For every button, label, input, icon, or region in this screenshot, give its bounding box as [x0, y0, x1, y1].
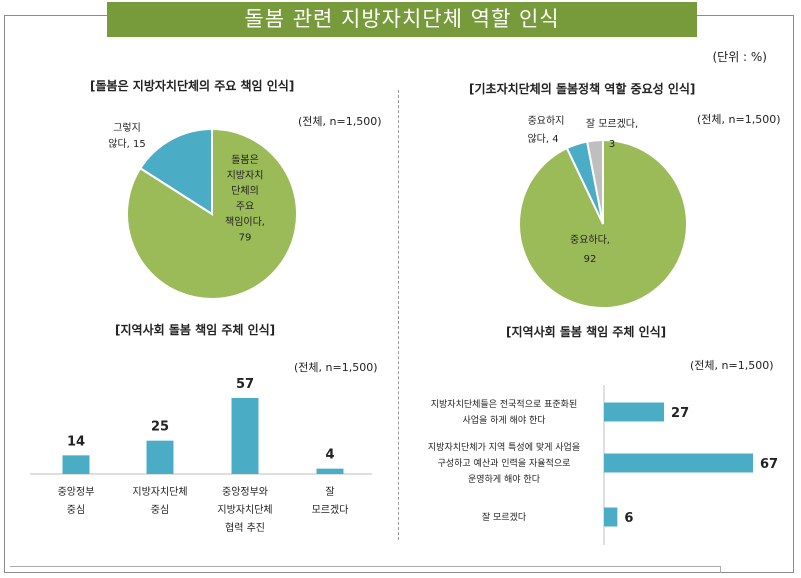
- unit-label: (단위 : %): [712, 50, 767, 64]
- pie1-label-line: 돌봄은: [231, 154, 259, 166]
- vbar-bar-3: [316, 468, 344, 474]
- pie1-label-line: 책임이다,: [225, 215, 265, 228]
- vbar-value-label: 57: [236, 377, 254, 392]
- page-title: 돌봄 관련 지방자치단체 역할 인식: [107, 2, 697, 37]
- pie2-note: (전체, n=1,500): [697, 113, 781, 126]
- vbar-category-label: 지방자치단체: [217, 504, 272, 516]
- vbar-note: (전체, n=1,500): [294, 361, 378, 374]
- hbar-bar-0: [604, 402, 665, 422]
- vbar-value-label: 4: [325, 448, 334, 463]
- vbar-category-label: 협력 추진: [225, 521, 265, 534]
- hbar-value-label: 27: [671, 406, 689, 421]
- pie2-outer-label-line: 중요하지: [528, 114, 565, 127]
- hbar-value-label: 67: [760, 457, 778, 472]
- pie1-outer-label-line: 그렇지: [113, 121, 141, 134]
- hbar-category-label: 잘 모르겠다: [482, 511, 527, 523]
- hbar-value-label: 6: [624, 511, 633, 526]
- vbar-category-label: 중심: [67, 504, 85, 516]
- pie2-outer-value: 3: [609, 139, 615, 150]
- pie2-slice-2: [585, 138, 604, 225]
- column-divider: [398, 90, 399, 540]
- pie1-note: (전체, n=1,500): [298, 115, 382, 128]
- figure-frame: [4, 15, 794, 573]
- vbar-bar-2: [231, 398, 259, 474]
- bottom-edge: [10, 566, 721, 573]
- pie2-label-line: 중요하다,: [570, 233, 610, 246]
- hbar-category-label: 지방자치단체가 지역 특성에 맞게 사업을: [428, 441, 580, 453]
- vbar-bar-0: [62, 455, 90, 474]
- vbar-category-label: 중앙정부와: [222, 486, 268, 498]
- hbar-category-label: 사업을 하게 해야 한다: [462, 415, 546, 426]
- pie1-outer-label-line: 않다, 15: [108, 138, 145, 150]
- pie1-label-line: 지방자치: [227, 170, 264, 182]
- vbar-category-label: 중앙정부: [58, 486, 95, 498]
- hbar-category-label: 운영하게 해야 한다: [468, 474, 541, 485]
- vbar-title: [지역사회 돌봄 책임 주체 인식]: [115, 323, 276, 337]
- vbar-value-label: 14: [67, 434, 85, 449]
- pie1-slice-1: [138, 127, 213, 216]
- hbar-bar-2: [604, 507, 618, 527]
- pie2-outer-label-line: 잘 모르겠다,: [586, 118, 638, 130]
- pie1-title: [돌봄은 지방자치단체의 주요 책임 인식]: [90, 79, 295, 93]
- vbar-value-label: 25: [151, 420, 169, 435]
- hbar-category-label: 구성하고 예산과 인력을 자율적으로: [438, 457, 571, 469]
- pie2-outer-label-line: 않다, 4: [527, 133, 558, 145]
- pie1-label-line: 주요: [236, 202, 254, 213]
- hbar-title: [지역사회 돌봄 책임 주체 인식]: [506, 325, 667, 339]
- hbar-note: (전체, n=1,500): [690, 359, 774, 372]
- vbar-bar-1: [146, 440, 174, 474]
- hbar-bar-1: [604, 453, 753, 473]
- vbar-category-label: 모르겠다: [312, 504, 349, 516]
- pie1-value-label: 79: [239, 233, 252, 244]
- pie1-label-line: 단체의: [231, 185, 259, 197]
- pie2-value-label: 92: [584, 254, 597, 265]
- vbar-category-label: 중심: [151, 504, 169, 516]
- hbar-category-label: 지방자치단체들은 전국적으로 표준화된: [431, 398, 577, 410]
- vbar-category-label: 잘: [325, 486, 334, 498]
- vbar-category-label: 지방자치단체: [132, 486, 187, 498]
- pie2-title: [기초자치단체의 돌봄정책 역할 중요성 인식]: [469, 82, 696, 96]
